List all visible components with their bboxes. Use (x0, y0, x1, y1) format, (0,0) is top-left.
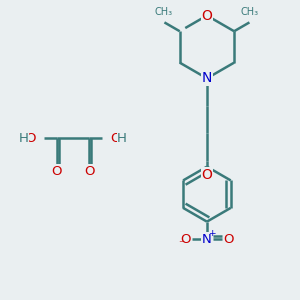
Text: CH₃: CH₃ (155, 7, 173, 17)
Text: O: O (110, 132, 120, 145)
Text: O: O (180, 233, 190, 246)
Text: O: O (202, 8, 212, 22)
Text: N: N (202, 71, 212, 85)
Text: O: O (223, 233, 234, 246)
Text: O: O (52, 165, 62, 178)
Text: O: O (202, 167, 212, 182)
Text: N: N (202, 233, 212, 246)
Text: ⁻: ⁻ (178, 238, 184, 251)
Text: O: O (84, 165, 94, 178)
Text: O: O (26, 132, 36, 145)
Text: H: H (19, 132, 29, 145)
Text: H: H (117, 132, 127, 145)
Text: CH₃: CH₃ (241, 7, 259, 17)
Text: +: + (208, 229, 216, 238)
